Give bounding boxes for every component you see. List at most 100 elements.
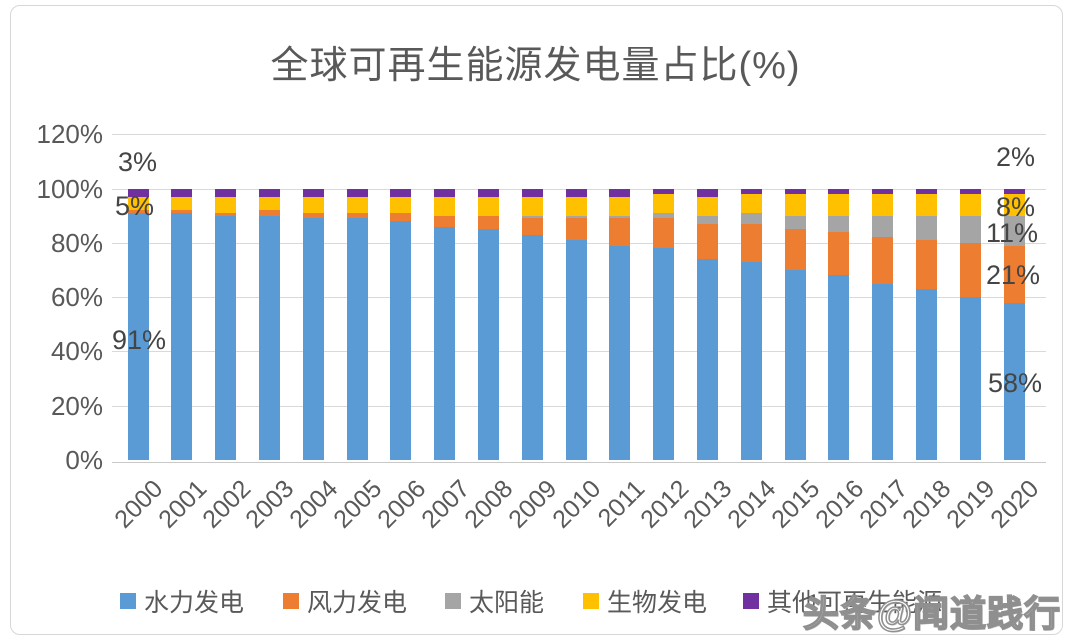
y-tick-label: 40% — [50, 336, 103, 367]
bar-segment-其他可再生能源-2018 — [915, 188, 937, 194]
annotation-2000-其他可再生能源: 3% — [118, 147, 158, 177]
annotation-2000-生物发电: 5% — [115, 191, 155, 221]
legend-swatch-icon — [120, 593, 136, 609]
bar-segment-生物发电-2010 — [565, 196, 587, 216]
bar-segment-风力发电-2002 — [215, 212, 237, 216]
legend-item-风力发电: 风力发电 — [283, 586, 408, 617]
annotation-2020-其他可再生能源: 2% — [996, 142, 1036, 172]
y-tick-label: 120% — [36, 119, 104, 150]
bar-segment-生物发电-2007 — [434, 196, 456, 216]
bar-segment-生物发电-2017 — [872, 193, 894, 216]
annotation-2020-太阳能: 11% — [986, 218, 1039, 248]
bar-segment-生物发电-2018 — [915, 193, 937, 216]
bar-segment-太阳能-2009 — [521, 215, 543, 219]
bar-segment-水力发电-2013 — [696, 259, 718, 460]
bar-segment-生物发电-2009 — [521, 196, 543, 216]
legend-label: 风力发电 — [307, 589, 408, 617]
bar-segment-风力发电-2012 — [653, 218, 675, 249]
bar-segment-风力发电-2000 — [127, 210, 149, 213]
bar-segment-太阳能-2010 — [565, 215, 587, 219]
bar-segment-生物发电-2003 — [258, 196, 280, 211]
bar-segment-其他可再生能源-2005 — [346, 188, 368, 197]
bar-segment-风力发电-2016 — [828, 231, 850, 276]
bar-segment-水力发电-2018 — [915, 288, 937, 460]
bar-segment-太阳能-2011 — [609, 215, 631, 219]
bar-segment-风力发电-2009 — [521, 218, 543, 235]
bar-segment-水力发电-2011 — [609, 245, 631, 460]
bar-segment-生物发电-2008 — [477, 196, 499, 216]
bar-segment-其他可再生能源-2020 — [1003, 188, 1025, 194]
chart-title: 全球可再生能源发电量占比(%) — [270, 45, 801, 87]
bar-segment-生物发电-2000 — [127, 196, 149, 211]
annotation-2020-水力发电: 58% — [988, 368, 1043, 398]
bar-segment-风力发电-2004 — [302, 212, 324, 219]
bar-segment-生物发电-2014 — [740, 193, 762, 213]
bar-segment-太阳能-2015 — [784, 215, 806, 230]
annotation-2020-风力发电: 21% — [986, 260, 1041, 290]
bar-segment-太阳能-2013 — [696, 215, 718, 224]
bar-segment-水力发电-2001 — [171, 212, 193, 460]
legend-swatch-icon — [743, 593, 759, 609]
annotation-2000-水力发电: 91% — [112, 325, 167, 355]
bar-segment-风力发电-2020 — [1003, 245, 1025, 303]
y-tick-label: 100% — [36, 173, 104, 204]
bar-segment-生物发电-2004 — [302, 196, 324, 213]
bar-segment-太阳能-2020 — [1003, 215, 1025, 246]
bar-segment-其他可再生能源-2004 — [302, 188, 324, 197]
legend-swatch-icon — [445, 593, 461, 609]
bar-segment-水力发电-2008 — [477, 229, 499, 460]
bar-segment-风力发电-2011 — [609, 218, 631, 246]
bar-segment-风力发电-2015 — [784, 229, 806, 270]
bar-segment-水力发电-2010 — [565, 240, 587, 460]
bar-segment-太阳能-2012 — [653, 212, 675, 219]
bar-segment-其他可再生能源-2019 — [959, 188, 981, 194]
y-tick-label: 60% — [50, 282, 103, 313]
y-tick-label: 80% — [50, 227, 103, 258]
bar-segment-风力发电-2018 — [915, 240, 937, 289]
bar-segment-其他可再生能源-2008 — [477, 188, 499, 197]
bar-segment-水力发电-2003 — [258, 215, 280, 460]
bar-segment-生物发电-2015 — [784, 193, 806, 216]
bar-segment-风力发电-2001 — [171, 210, 193, 213]
legend-label: 生物发电 — [607, 589, 708, 617]
legend-label: 太阳能 — [469, 589, 545, 617]
bar-segment-风力发电-2007 — [434, 215, 456, 227]
bar-segment-水力发电-2002 — [215, 215, 237, 460]
bar-segment-风力发电-2003 — [258, 210, 280, 216]
bar-segment-水力发电-2005 — [346, 218, 368, 460]
bar-segment-其他可再生能源-2010 — [565, 188, 587, 197]
bar-segment-太阳能-2018 — [915, 215, 937, 241]
legend-swatch-icon — [283, 593, 299, 609]
bar-segment-生物发电-2006 — [390, 196, 412, 213]
bar-segment-其他可再生能源-2003 — [258, 188, 280, 197]
legend-label: 其他可再生能源 — [767, 589, 943, 617]
bar-segment-水力发电-2015 — [784, 269, 806, 460]
bar-segment-水力发电-2019 — [959, 297, 981, 460]
bar-segment-风力发电-2013 — [696, 223, 718, 260]
bar-segment-其他可再生能源-2017 — [872, 188, 894, 194]
bar-segment-风力发电-2005 — [346, 212, 368, 219]
bar-segment-生物发电-2011 — [609, 196, 631, 216]
bar-segment-水力发电-2012 — [653, 248, 675, 460]
bar-segment-水力发电-2006 — [390, 221, 412, 460]
bar-segment-其他可再生能源-2013 — [696, 188, 718, 197]
bar-segment-水力发电-2014 — [740, 261, 762, 460]
bar-segment-其他可再生能源-2000 — [127, 188, 149, 197]
bar-segment-风力发电-2010 — [565, 218, 587, 241]
bar-segment-其他可再生能源-2014 — [740, 188, 762, 194]
gridline-0 — [112, 462, 1046, 463]
bar-segment-太阳能-2016 — [828, 215, 850, 232]
y-tick-label: 0% — [65, 445, 103, 475]
bar-segment-其他可再生能源-2001 — [171, 188, 193, 197]
bar-segment-水力发电-2009 — [521, 234, 543, 460]
bar-segment-生物发电-2005 — [346, 196, 368, 213]
annotation-2020-生物发电: 8% — [996, 192, 1036, 222]
bar-segment-其他可再生能源-2002 — [215, 188, 237, 197]
bar-segment-水力发电-2007 — [434, 226, 456, 460]
bar-segment-生物发电-2001 — [171, 196, 193, 211]
gridline-120 — [112, 134, 1046, 136]
legend-item-其他可再生能源: 其他可再生能源 — [743, 586, 943, 617]
watermark: 头条@闻道践行 — [802, 592, 1061, 635]
bar-segment-其他可再生能源-2016 — [828, 188, 850, 194]
bar-segment-太阳能-2017 — [872, 215, 894, 238]
